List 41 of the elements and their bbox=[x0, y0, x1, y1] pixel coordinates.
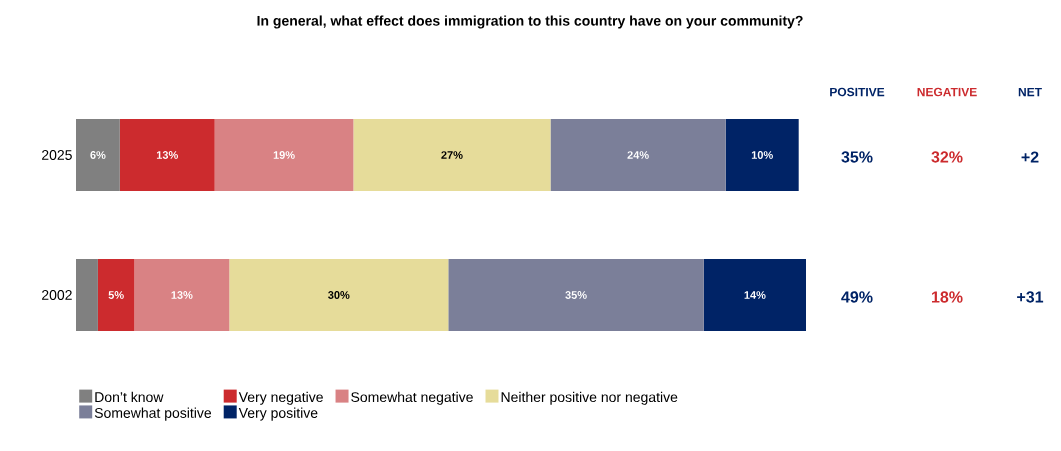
bar bbox=[76, 119, 120, 191]
data-label: 27% bbox=[441, 151, 463, 159]
legend-label: Don’t know bbox=[95, 391, 164, 403]
bar bbox=[119, 119, 215, 191]
y-tick-label: 2002 bbox=[42, 290, 72, 300]
data-label: 35% bbox=[565, 291, 587, 299]
legend-label: Very positive bbox=[238, 407, 318, 421]
legend-label: Somewhat negative bbox=[351, 391, 473, 405]
data-label: 24% bbox=[627, 151, 649, 159]
bar bbox=[76, 259, 98, 331]
bar bbox=[550, 119, 726, 191]
text: NET bbox=[1018, 87, 1042, 97]
legend-label: Very negative bbox=[238, 391, 323, 405]
bar bbox=[353, 119, 551, 191]
text: 18% bbox=[932, 291, 963, 303]
bar bbox=[134, 259, 230, 331]
data-label: 13% bbox=[156, 151, 178, 159]
bar bbox=[703, 259, 806, 331]
data-label: 14% bbox=[744, 291, 766, 299]
text: +2 bbox=[1021, 151, 1039, 163]
bar bbox=[725, 119, 799, 191]
text: 32% bbox=[931, 151, 963, 163]
text: 49% bbox=[841, 291, 873, 303]
bar bbox=[97, 259, 135, 331]
data-label: 13% bbox=[171, 291, 193, 299]
data-label: 6% bbox=[90, 151, 106, 159]
chart-title: In general, what effect does immigration to this country have on your community? bbox=[257, 15, 803, 29]
legend-label: Neither positive nor negative bbox=[501, 391, 678, 405]
text: 35% bbox=[841, 151, 873, 163]
bar bbox=[448, 259, 704, 331]
bar bbox=[214, 119, 354, 191]
data-label: 30% bbox=[328, 291, 350, 299]
text: NEGATIVE bbox=[917, 87, 977, 97]
data-label: 10% bbox=[751, 151, 773, 159]
text: +31 bbox=[1017, 291, 1044, 303]
data-label: 5% bbox=[108, 291, 124, 299]
y-tick-label: 2025 bbox=[42, 150, 72, 160]
legend-label: Somewhat positive bbox=[94, 407, 212, 421]
data-label: 19% bbox=[273, 151, 295, 159]
bar bbox=[229, 259, 449, 331]
text: POSITIVE bbox=[830, 87, 885, 97]
